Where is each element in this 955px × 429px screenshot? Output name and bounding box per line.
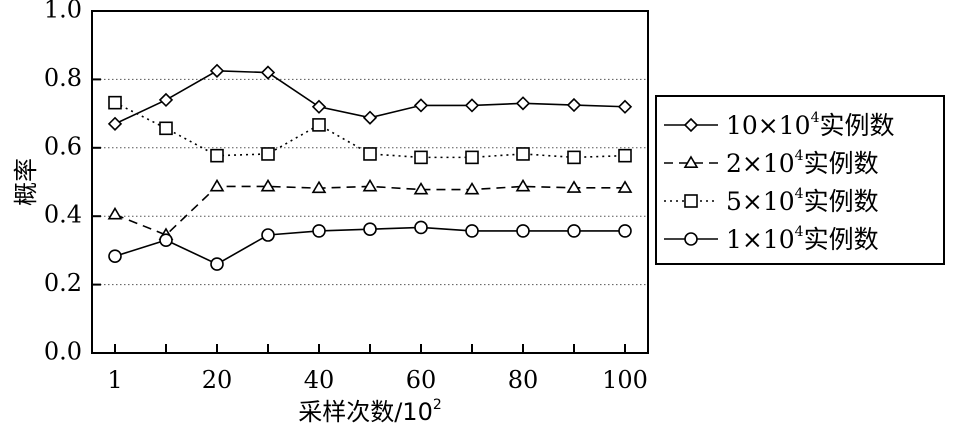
square-marker xyxy=(414,150,428,165)
y-tick-labels: 0.0 0.2 0.4 0.6 0.8 1.0 xyxy=(44,0,82,366)
x-axis-title: 采样次数/102 xyxy=(298,397,442,426)
legend-label: 2×104实例数 xyxy=(726,148,879,178)
legend-label-sup: 4 xyxy=(795,186,804,202)
legend-label-suffix: 实例数 xyxy=(804,187,879,216)
circle-marker xyxy=(363,222,377,236)
legend-label: 5×104实例数 xyxy=(726,186,879,216)
series-1 xyxy=(107,63,633,131)
triangle-marker xyxy=(107,206,123,220)
legend-label: 10×104实例数 xyxy=(726,110,895,140)
square-marker xyxy=(261,147,275,161)
legend-label-main: 10×10 xyxy=(726,111,811,140)
diamond-marker xyxy=(413,98,429,113)
legend-label-main: 2×10 xyxy=(726,149,795,178)
legend-item: 1×104实例数 xyxy=(664,224,879,254)
series-3 xyxy=(108,95,632,165)
legend-item: 10×104实例数 xyxy=(664,110,895,140)
circle-marker xyxy=(465,224,479,238)
square-marker xyxy=(108,95,122,110)
triangle-marker xyxy=(464,181,480,195)
diamond-marker xyxy=(260,65,276,80)
triangle-marker xyxy=(362,178,378,192)
y-tick-label: 0.8 xyxy=(44,64,82,92)
circle-marker xyxy=(108,249,122,264)
diamond-marker xyxy=(464,98,480,113)
legend-label-sup: 4 xyxy=(795,224,804,240)
square-marker xyxy=(618,148,632,163)
triangle-marker xyxy=(260,178,276,192)
x-tick-label: 100 xyxy=(602,366,648,394)
legend-label-sup: 4 xyxy=(795,148,804,164)
diamond-marker xyxy=(566,97,582,113)
circle-marker xyxy=(414,220,428,235)
legend-label-main: 1×10 xyxy=(726,225,795,254)
legend-label: 1×104实例数 xyxy=(726,224,879,254)
x-tick-label: 1 xyxy=(107,366,122,394)
square-marker xyxy=(465,150,479,165)
circle-marker xyxy=(516,224,530,238)
legend-box xyxy=(655,95,945,265)
circle-marker xyxy=(261,228,275,242)
diamond-marker xyxy=(311,99,327,114)
circle-marker xyxy=(210,257,224,271)
legend-item: 2×104实例数 xyxy=(664,148,879,178)
y-axis-title: 概率 xyxy=(12,158,40,206)
diamond-marker xyxy=(209,63,225,78)
triangle-marker xyxy=(617,180,633,193)
triangle-marker xyxy=(515,178,531,192)
diamond-marker xyxy=(107,116,123,131)
legend-label-suffix: 实例数 xyxy=(804,149,879,178)
diamond-marker xyxy=(683,117,699,133)
y-tick-label: 0.6 xyxy=(44,132,82,160)
x-tick-labels: 1 20 40 60 80 100 xyxy=(107,366,648,394)
diamond-marker xyxy=(515,96,531,111)
circle-marker xyxy=(567,224,581,238)
legend-item: 5×104实例数 xyxy=(664,186,879,216)
series-layer xyxy=(107,63,633,271)
square-marker xyxy=(363,147,377,161)
diamond-marker xyxy=(362,110,378,125)
square-marker xyxy=(516,147,530,161)
triangle-marker xyxy=(566,180,582,193)
x-tick-label: 20 xyxy=(202,366,233,394)
y-tick-label: 1.0 xyxy=(44,0,82,24)
diamond-marker xyxy=(158,92,174,108)
square-marker xyxy=(312,118,326,132)
x-tick-label: 80 xyxy=(508,366,539,394)
x-axis-title-main: 采样次数/10 xyxy=(298,398,433,426)
legend-label-suffix: 实例数 xyxy=(820,111,895,140)
x-axis-title-sup: 2 xyxy=(433,397,442,413)
triangle-marker xyxy=(311,180,327,194)
triangle-marker xyxy=(683,155,699,168)
series-4 xyxy=(108,220,632,271)
legend-label-main: 5×10 xyxy=(726,187,795,216)
legend-label-suffix: 实例数 xyxy=(804,225,879,254)
diamond-marker xyxy=(617,99,633,114)
legend-label-sup: 4 xyxy=(811,110,820,126)
square-marker xyxy=(159,121,173,136)
triangle-marker xyxy=(413,181,429,195)
axis-ticks xyxy=(92,10,626,354)
circle-marker xyxy=(618,224,632,238)
circle-marker xyxy=(684,232,698,246)
y-tick-label: 0.2 xyxy=(44,269,82,297)
square-marker xyxy=(210,148,224,163)
triangle-marker xyxy=(209,178,225,192)
x-tick-label: 40 xyxy=(304,366,335,394)
x-tick-label: 60 xyxy=(406,366,437,394)
square-marker xyxy=(567,150,581,165)
circle-marker xyxy=(312,224,326,238)
circle-marker xyxy=(159,233,173,247)
y-tick-label: 0.0 xyxy=(44,338,82,366)
square-marker xyxy=(684,194,698,208)
y-tick-label: 0.4 xyxy=(44,201,82,229)
